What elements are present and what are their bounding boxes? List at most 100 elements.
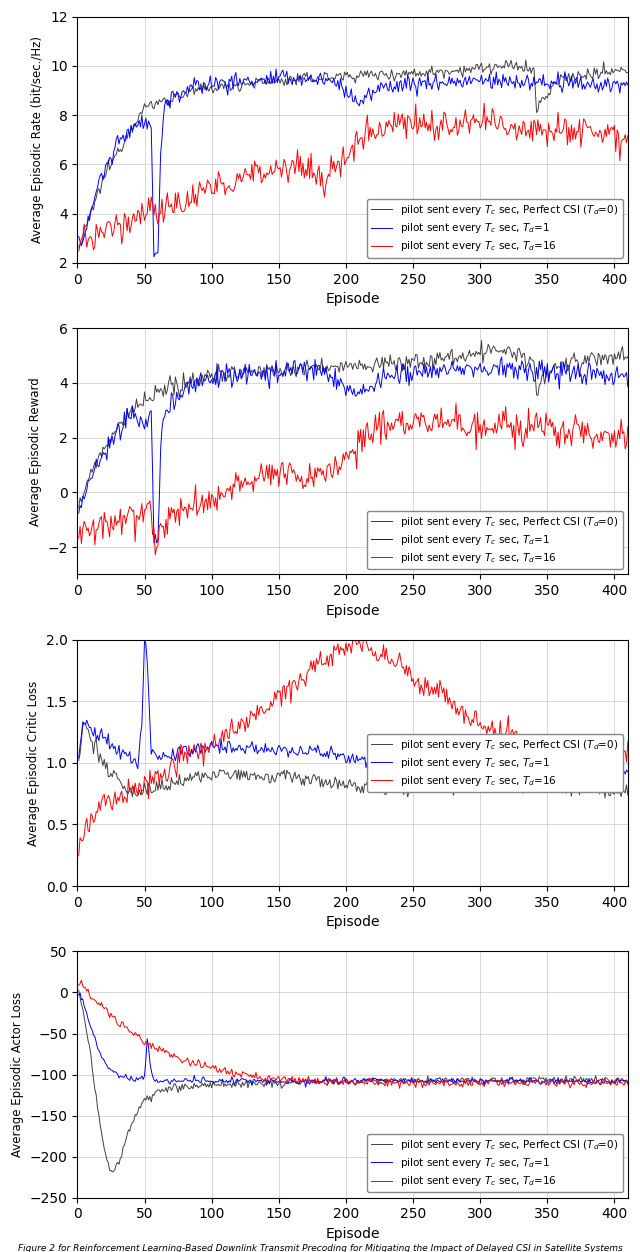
pilot sent every $T_c$ sec, $T_d$=1 bbox=[303, 373, 311, 388]
pilot sent every $T_c$ sec, Perfect CSI ($T_d$=0) bbox=[80, 716, 88, 731]
pilot sent every $T_c$ sec, $T_d$=16 bbox=[452, 396, 460, 411]
pilot sent every $T_c$ sec, Perfect CSI ($T_d$=0) bbox=[290, 359, 298, 374]
Line: pilot sent every $T_c$ sec, $T_d$=16: pilot sent every $T_c$ sec, $T_d$=16 bbox=[79, 980, 628, 1088]
pilot sent every $T_c$ sec, $T_d$=1 bbox=[291, 353, 299, 368]
Line: pilot sent every $T_c$ sec, Perfect CSI ($T_d$=0): pilot sent every $T_c$ sec, Perfect CSI … bbox=[79, 990, 628, 1172]
Y-axis label: Average Episodic Rate (bit/sec./Hz): Average Episodic Rate (bit/sec./Hz) bbox=[31, 36, 45, 243]
pilot sent every $T_c$ sec, $T_d$=16 bbox=[179, 204, 186, 219]
Legend: pilot sent every $T_c$ sec, Perfect CSI ($T_d$=0), pilot sent every $T_c$ sec, $: pilot sent every $T_c$ sec, Perfect CSI … bbox=[367, 199, 623, 258]
Legend: pilot sent every $T_c$ sec, Perfect CSI ($T_d$=0), pilot sent every $T_c$ sec, $: pilot sent every $T_c$ sec, Perfect CSI … bbox=[367, 1134, 623, 1192]
pilot sent every $T_c$ sec, $T_d$=1 bbox=[88, 199, 96, 214]
pilot sent every $T_c$ sec, $T_d$=1 bbox=[624, 1077, 632, 1092]
Line: pilot sent every $T_c$ sec, $T_d$=1: pilot sent every $T_c$ sec, $T_d$=1 bbox=[79, 69, 628, 257]
Text: Figure 2 for Reinforcement Learning-Based Downlink Transmit Precoding for Mitiga: Figure 2 for Reinforcement Learning-Base… bbox=[18, 1243, 622, 1252]
pilot sent every $T_c$ sec, $T_d$=1 bbox=[550, 1077, 558, 1092]
pilot sent every $T_c$ sec, $T_d$=1 bbox=[179, 389, 186, 404]
pilot sent every $T_c$ sec, $T_d$=1 bbox=[75, 229, 83, 244]
pilot sent every $T_c$ sec, Perfect CSI ($T_d$=0) bbox=[624, 65, 632, 80]
pilot sent every $T_c$ sec, Perfect CSI ($T_d$=0) bbox=[549, 79, 557, 94]
pilot sent every $T_c$ sec, Perfect CSI ($T_d$=0) bbox=[291, 765, 299, 780]
pilot sent every $T_c$ sec, $T_d$=16 bbox=[549, 126, 557, 141]
pilot sent every $T_c$ sec, $T_d$=1 bbox=[549, 1072, 557, 1087]
pilot sent every $T_c$ sec, $T_d$=16 bbox=[302, 679, 310, 694]
pilot sent every $T_c$ sec, $T_d$=1 bbox=[549, 361, 557, 376]
pilot sent every $T_c$ sec, $T_d$=1 bbox=[303, 747, 311, 762]
pilot sent every $T_c$ sec, Perfect CSI ($T_d$=0) bbox=[601, 790, 609, 805]
pilot sent every $T_c$ sec, $T_d$=1 bbox=[550, 358, 558, 373]
pilot sent every $T_c$ sec, $T_d$=1 bbox=[305, 70, 312, 85]
pilot sent every $T_c$ sec, $T_d$=16 bbox=[75, 849, 83, 864]
pilot sent every $T_c$ sec, $T_d$=1 bbox=[150, 536, 157, 551]
pilot sent every $T_c$ sec, $T_d$=16 bbox=[550, 428, 558, 443]
Line: pilot sent every $T_c$ sec, $T_d$=16: pilot sent every $T_c$ sec, $T_d$=16 bbox=[79, 104, 628, 249]
pilot sent every $T_c$ sec, $T_d$=16 bbox=[179, 1055, 186, 1070]
pilot sent every $T_c$ sec, $T_d$=1 bbox=[75, 750, 83, 765]
pilot sent every $T_c$ sec, Perfect CSI ($T_d$=0) bbox=[624, 1074, 632, 1089]
pilot sent every $T_c$ sec, Perfect CSI ($T_d$=0) bbox=[88, 199, 96, 214]
pilot sent every $T_c$ sec, $T_d$=16 bbox=[75, 531, 83, 546]
pilot sent every $T_c$ sec, Perfect CSI ($T_d$=0) bbox=[177, 90, 184, 105]
pilot sent every $T_c$ sec, $T_d$=1 bbox=[75, 988, 83, 1003]
pilot sent every $T_c$ sec, $T_d$=16 bbox=[291, 167, 299, 182]
pilot sent every $T_c$ sec, Perfect CSI ($T_d$=0) bbox=[290, 74, 298, 89]
pilot sent every $T_c$ sec, Perfect CSI ($T_d$=0) bbox=[624, 788, 632, 803]
pilot sent every $T_c$ sec, $T_d$=16 bbox=[624, 1077, 632, 1092]
pilot sent every $T_c$ sec, Perfect CSI ($T_d$=0) bbox=[547, 1074, 555, 1089]
pilot sent every $T_c$ sec, $T_d$=1 bbox=[88, 471, 96, 486]
pilot sent every $T_c$ sec, $T_d$=1 bbox=[88, 725, 96, 740]
pilot sent every $T_c$ sec, $T_d$=16 bbox=[303, 1074, 311, 1089]
pilot sent every $T_c$ sec, $T_d$=1 bbox=[624, 78, 632, 93]
pilot sent every $T_c$ sec, $T_d$=16 bbox=[547, 741, 555, 756]
Line: pilot sent every $T_c$ sec, $T_d$=16: pilot sent every $T_c$ sec, $T_d$=16 bbox=[79, 403, 628, 555]
pilot sent every $T_c$ sec, $T_d$=1 bbox=[179, 84, 186, 99]
pilot sent every $T_c$ sec, $T_d$=16 bbox=[152, 547, 159, 562]
pilot sent every $T_c$ sec, $T_d$=1 bbox=[150, 249, 157, 264]
X-axis label: Episode: Episode bbox=[325, 915, 380, 929]
pilot sent every $T_c$ sec, $T_d$=16 bbox=[179, 502, 186, 517]
pilot sent every $T_c$ sec, $T_d$=16 bbox=[624, 128, 632, 143]
pilot sent every $T_c$ sec, Perfect CSI ($T_d$=0) bbox=[549, 361, 557, 376]
pilot sent every $T_c$ sec, Perfect CSI ($T_d$=0) bbox=[302, 359, 310, 374]
Y-axis label: Average Episodic Critic Loss: Average Episodic Critic Loss bbox=[27, 680, 40, 845]
pilot sent every $T_c$ sec, Perfect CSI ($T_d$=0) bbox=[303, 1075, 311, 1090]
pilot sent every $T_c$ sec, Perfect CSI ($T_d$=0) bbox=[302, 69, 310, 84]
X-axis label: Episode: Episode bbox=[325, 603, 380, 617]
Line: pilot sent every $T_c$ sec, Perfect CSI ($T_d$=0): pilot sent every $T_c$ sec, Perfect CSI … bbox=[79, 60, 628, 252]
pilot sent every $T_c$ sec, Perfect CSI ($T_d$=0) bbox=[177, 382, 184, 397]
pilot sent every $T_c$ sec, $T_d$=16 bbox=[290, 674, 298, 689]
Line: pilot sent every $T_c$ sec, $T_d$=1: pilot sent every $T_c$ sec, $T_d$=1 bbox=[79, 640, 628, 780]
pilot sent every $T_c$ sec, Perfect CSI ($T_d$=0) bbox=[549, 1074, 557, 1089]
pilot sent every $T_c$ sec, Perfect CSI ($T_d$=0) bbox=[75, 501, 83, 516]
pilot sent every $T_c$ sec, $T_d$=16 bbox=[549, 414, 557, 429]
Line: pilot sent every $T_c$ sec, $T_d$=1: pilot sent every $T_c$ sec, $T_d$=1 bbox=[79, 357, 628, 543]
X-axis label: Episode: Episode bbox=[325, 292, 380, 305]
pilot sent every $T_c$ sec, Perfect CSI ($T_d$=0) bbox=[88, 1060, 96, 1075]
pilot sent every $T_c$ sec, $T_d$=1 bbox=[75, 506, 83, 521]
pilot sent every $T_c$ sec, $T_d$=16 bbox=[481, 96, 488, 111]
pilot sent every $T_c$ sec, $T_d$=1 bbox=[624, 765, 632, 780]
pilot sent every $T_c$ sec, $T_d$=16 bbox=[303, 471, 311, 486]
pilot sent every $T_c$ sec, Perfect CSI ($T_d$=0) bbox=[75, 752, 83, 767]
pilot sent every $T_c$ sec, $T_d$=1 bbox=[292, 73, 300, 88]
pilot sent every $T_c$ sec, $T_d$=16 bbox=[549, 756, 557, 771]
pilot sent every $T_c$ sec, $T_d$=16 bbox=[624, 419, 632, 434]
pilot sent every $T_c$ sec, Perfect CSI ($T_d$=0) bbox=[303, 771, 311, 786]
pilot sent every $T_c$ sec, Perfect CSI ($T_d$=0) bbox=[88, 464, 96, 480]
pilot sent every $T_c$ sec, $T_d$=1 bbox=[76, 985, 84, 1000]
pilot sent every $T_c$ sec, Perfect CSI ($T_d$=0) bbox=[549, 782, 557, 798]
Y-axis label: Average Episodic Actor Loss: Average Episodic Actor Loss bbox=[11, 992, 24, 1157]
Legend: pilot sent every $T_c$ sec, Perfect CSI ($T_d$=0), pilot sent every $T_c$ sec, $: pilot sent every $T_c$ sec, Perfect CSI … bbox=[367, 511, 623, 570]
pilot sent every $T_c$ sec, $T_d$=16 bbox=[303, 168, 311, 183]
pilot sent every $T_c$ sec, Perfect CSI ($T_d$=0) bbox=[179, 1077, 186, 1092]
Legend: pilot sent every $T_c$ sec, Perfect CSI ($T_d$=0), pilot sent every $T_c$ sec, $: pilot sent every $T_c$ sec, Perfect CSI … bbox=[367, 734, 623, 793]
pilot sent every $T_c$ sec, Perfect CSI ($T_d$=0) bbox=[179, 776, 186, 791]
pilot sent every $T_c$ sec, Perfect CSI ($T_d$=0) bbox=[547, 79, 555, 94]
pilot sent every $T_c$ sec, $T_d$=16 bbox=[75, 978, 83, 993]
pilot sent every $T_c$ sec, $T_d$=16 bbox=[624, 734, 632, 749]
Line: pilot sent every $T_c$ sec, Perfect CSI ($T_d$=0): pilot sent every $T_c$ sec, Perfect CSI … bbox=[79, 724, 628, 798]
pilot sent every $T_c$ sec, $T_d$=1 bbox=[549, 755, 557, 770]
pilot sent every $T_c$ sec, $T_d$=1 bbox=[624, 379, 632, 394]
pilot sent every $T_c$ sec, $T_d$=16 bbox=[351, 632, 359, 647]
pilot sent every $T_c$ sec, $T_d$=16 bbox=[88, 518, 96, 533]
pilot sent every $T_c$ sec, Perfect CSI ($T_d$=0) bbox=[477, 333, 485, 348]
